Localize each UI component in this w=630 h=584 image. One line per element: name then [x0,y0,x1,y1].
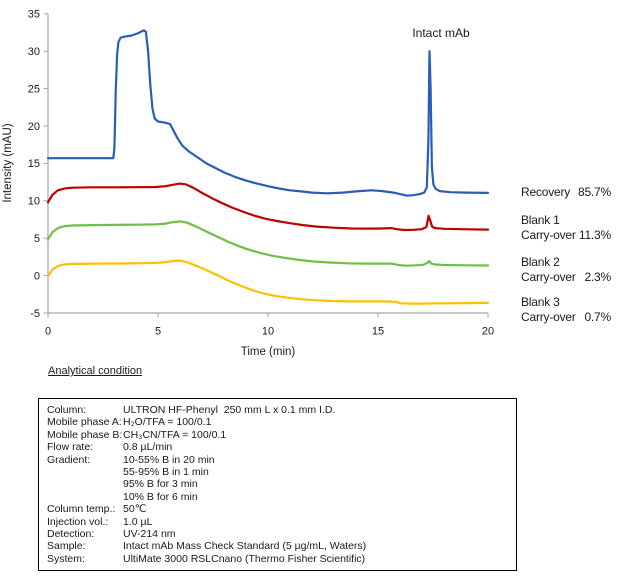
trace-sample [46,29,490,197]
x-tick-label: 15 [372,326,384,338]
y-tick-label: 20 [28,121,40,133]
y-tick-label: 0 [34,270,40,282]
conditions-heading: Analytical condition [48,365,143,377]
x-tick-label: 20 [482,326,494,338]
y-tick-label: -5 [30,308,40,320]
chart-axes: -5 0 5 10 15 20 25 30 35 0 5 10 15 20 [28,9,494,338]
x-tick-label: 10 [262,326,274,338]
x-tick-label: 0 [45,326,51,338]
y-tick-label: 10 [28,196,40,208]
condition-value: 10% B for 6 min [123,490,198,503]
peak-annotation-label: Intact mAb [412,26,470,40]
condition-label: Mobile phase A: [47,416,122,429]
trace-blank-3 [46,259,490,305]
condition-row: Flow rate: 0.8 µL/min [47,441,508,453]
condition-row: System: UltiMate 3000 RSLCnano (Thermo Fi… [47,553,508,565]
condition-label: Column temp.: [47,503,116,516]
condition-row: Gradient: 10-55% B in 20 min [47,454,508,466]
condition-label: Mobile phase B: [47,428,123,441]
condition-value: UV-214 nm [123,528,176,541]
condition-label: Flow rate: [47,441,94,454]
trace-blank-1 [46,182,490,232]
chromatogram-chart: -5 0 5 10 15 20 25 30 35 0 5 10 15 20 Intensity (mAU)… [2,9,611,358]
condition-value: ULTRON HF-Phenyl 250 mm L x 0.1 mm I.D. [123,404,336,416]
condition-value: 55-95% B in 1 min [123,466,209,479]
condition-row: Column temp.: 50℃ [47,503,508,515]
condition-label [47,466,123,478]
y-tick-label: 5 [34,233,40,245]
x-axis-title: Time (min) [241,346,296,358]
condition-value: 0.8 µL/min [123,441,173,454]
y-tick-label: 30 [28,46,40,58]
condition-row: 95% B for 3 min [47,478,508,490]
condition-row: Mobile phase A: H₂O/TFA = 100/0.1 [47,416,508,428]
y-tick-label: 15 [28,158,40,170]
chart-canvas: -5 0 5 10 15 20 25 30 35 0 5 10 15 20 Intensity (mAU)… [2,9,494,358]
y-tick-label: 25 [28,83,40,95]
axis-lines [47,14,488,314]
x-tick-label: 5 [155,326,161,338]
chart-traces [46,29,490,305]
condition-value: UltiMate 3000 RSLCnano (Thermo Fisher Sc… [123,552,366,565]
condition-label: Gradient: [47,453,91,466]
condition-value: 95% B for 3 min [123,478,198,491]
condition-label: Detection: [47,528,95,541]
condition-value: 50℃ [123,503,147,516]
condition-label: Sample: [47,540,86,553]
condition-label [47,478,123,490]
condition-label: Injection vol.: [47,515,109,528]
trace-blank-2 [46,220,490,267]
condition-row: Mobile phase B: CH₃CN/TFA = 100/0.1 [47,429,508,441]
condition-row: Sample: Intact mAb Mass Check Standard (5… [47,540,508,552]
condition-value: 1.0 µL [123,515,153,528]
condition-row: 55-95% B in 1 min [47,466,508,478]
conditions-table: Column: ULTRON HF-Phenyl 250 mm L x 0.1 m… [38,398,517,571]
y-tick-label: 35 [28,9,40,21]
condition-value: CH₃CN/TFA = 100/0.1 [123,428,227,441]
y-axis-title: Intensity (mAU) [2,123,14,202]
condition-row: Detection: UV-214 nm [47,528,508,540]
condition-value: H₂O/TFA = 100/0.1 [123,416,212,429]
condition-label [47,491,123,503]
condition-label: Column: [47,404,87,416]
condition-row: Injection vol.: 1.0 µL [47,516,508,528]
condition-row: Column: ULTRON HF-Phenyl 250 mm L x 0.1 m… [47,404,508,416]
condition-value: 10-55% B in 20 min [123,453,215,466]
condition-value: Intact mAb Mass Check Standard (5 µg/mL,… [123,540,367,553]
condition-row: 10% B for 6 min [47,491,508,503]
condition-label: System: [47,552,85,565]
